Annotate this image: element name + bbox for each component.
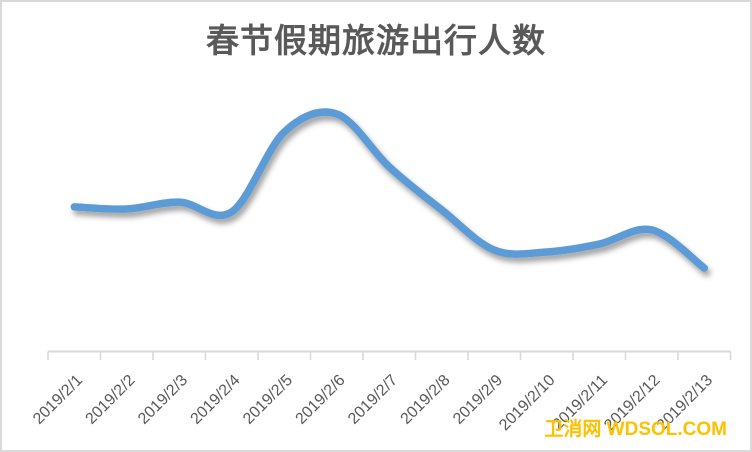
x-axis-label: 2019/2/3 [135,372,191,428]
x-axis-label: 2019/2/13 [654,372,716,434]
x-axis-label: 2019/2/12 [601,372,663,434]
x-axis-label: 2019/2/4 [188,372,244,428]
x-axis-label: 2019/2/2 [83,372,139,428]
x-axis-label: 2019/2/8 [398,372,454,428]
x-axis-label: 2019/2/1 [30,372,86,428]
x-axis-label: 2019/2/5 [240,372,296,428]
x-axis-label: 2019/2/10 [496,372,558,434]
x-axis-label: 2019/2/6 [293,372,349,428]
x-axis-label: 2019/2/7 [345,372,401,428]
travel-count-series-line [70,108,709,272]
